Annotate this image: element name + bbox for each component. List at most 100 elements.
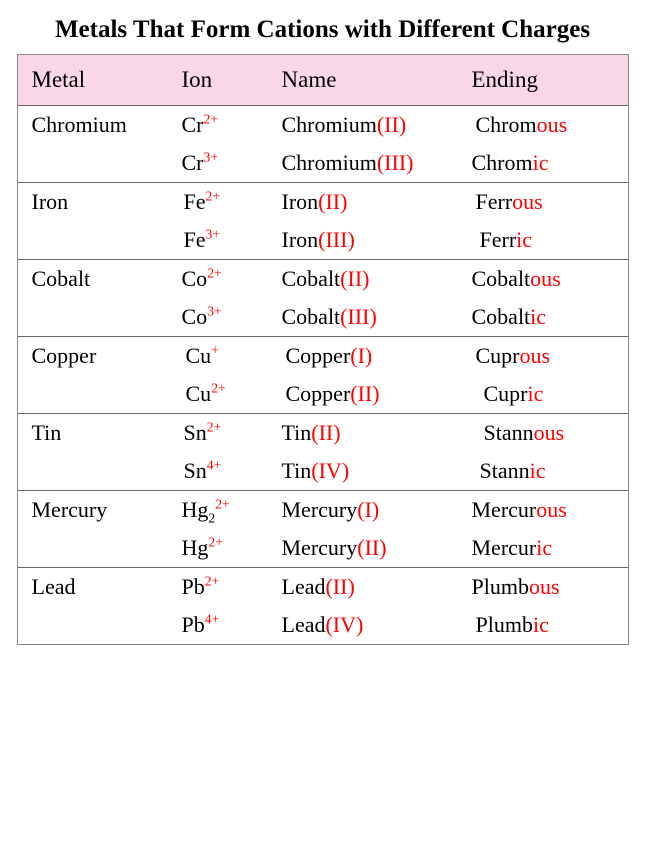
- cations-table: Metal Ion Name Ending ChromiumCr2+Chromi…: [17, 54, 629, 645]
- ending-base: Mercur: [472, 497, 537, 522]
- ion-symbol: Co: [182, 304, 208, 329]
- ending-suffix: ous: [536, 497, 567, 522]
- ion-charge: 2+: [207, 266, 222, 281]
- cell-ending: Mercurous: [472, 497, 622, 523]
- cell-metal: Chromium: [18, 112, 182, 138]
- cell-metal: [18, 535, 182, 561]
- cell-name: Copper(I): [282, 343, 472, 369]
- table-row: CobaltCo2+Cobalt(II)Cobaltous: [18, 259, 628, 298]
- ending-base: Cobalt: [472, 266, 531, 291]
- ion-symbol: Cu: [186, 381, 212, 406]
- cell-name: Chromium(II): [282, 112, 472, 138]
- cell-ion: Hg2+: [182, 535, 282, 561]
- ion-symbol: Fe: [184, 227, 206, 252]
- ending-base: Mercur: [472, 535, 537, 560]
- ion-charge: 2+: [206, 189, 221, 204]
- cell-metal: [18, 381, 182, 407]
- name-roman: (II): [350, 381, 379, 406]
- ending-base: Plumb: [472, 574, 529, 599]
- ending-suffix: ic: [536, 535, 552, 560]
- cell-ending: Ferric: [472, 227, 622, 253]
- ending-suffix: ous: [520, 343, 551, 368]
- ion-symbol: Hg: [182, 535, 209, 560]
- col-header-name: Name: [282, 67, 472, 93]
- cell-name: Mercury(I): [282, 497, 472, 523]
- cell-ion: Cu+: [182, 343, 282, 369]
- cell-metal: [18, 227, 182, 253]
- col-header-ion: Ion: [182, 67, 282, 93]
- table-row: CopperCu+Copper(I)Cuprous: [18, 336, 628, 375]
- name-roman: (II): [318, 189, 347, 214]
- name-base: Copper: [286, 343, 351, 368]
- ion-symbol: Pb: [182, 574, 205, 599]
- cell-metal: Iron: [18, 189, 182, 215]
- ending-base: Ferr: [480, 227, 517, 252]
- ion-charge: 2+: [211, 381, 226, 396]
- ion-symbol: Cu: [186, 343, 212, 368]
- name-roman: (II): [311, 420, 340, 445]
- ion-charge: 2+: [215, 497, 230, 512]
- cell-name: Tin(II): [282, 420, 472, 446]
- table-row: TinSn2+ Tin(II)Stannous: [18, 413, 628, 452]
- name-roman: (IV): [311, 458, 349, 483]
- cell-ion: Fe3+: [182, 227, 282, 253]
- name-base: Mercury: [282, 535, 358, 560]
- ion-charge: 2+: [207, 420, 222, 435]
- cell-ending: Chromous: [472, 112, 622, 138]
- table-row: Sn4+Tin(IV)Stannic: [18, 452, 628, 490]
- cell-ending: Mercuric: [472, 535, 622, 561]
- ion-subscript: 2: [208, 510, 215, 525]
- name-base: Lead: [282, 612, 326, 637]
- ion-charge: 2+: [205, 574, 220, 589]
- ending-base: Cupr: [476, 343, 520, 368]
- cell-name: Mercury(II): [282, 535, 472, 561]
- cell-ion: Co2+: [182, 266, 282, 292]
- cell-name: Iron(III): [282, 227, 472, 253]
- ion-charge: 2+: [208, 535, 223, 550]
- table-body: ChromiumCr2+Chromium(II)Chromous Cr 3+ Chro…: [18, 105, 628, 644]
- ion-symbol: Pb: [182, 612, 205, 637]
- table-row: Fe3+Iron(III)Ferric: [18, 221, 628, 259]
- cell-ending: Cupric: [472, 381, 622, 407]
- cell-name: Cobalt(III): [282, 304, 472, 330]
- name-base: Mercury: [282, 497, 358, 522]
- cell-metal: [18, 458, 182, 484]
- cell-ion: Sn4+: [182, 458, 282, 484]
- ending-suffix: ous: [537, 112, 568, 137]
- name-roman: (III): [377, 150, 414, 175]
- ending-suffix: ous: [530, 266, 561, 291]
- ending-suffix: ic: [530, 304, 546, 329]
- ending-base: Cobalt: [472, 304, 531, 329]
- cell-ending: Cobaltic: [472, 304, 622, 330]
- cell-metal: [18, 612, 182, 638]
- table-row: ChromiumCr2+Chromium(II)Chromous: [18, 105, 628, 144]
- cell-ending: Stannic: [472, 458, 622, 484]
- name-roman: (I): [350, 343, 372, 368]
- ending-base: Chrom: [472, 150, 533, 175]
- cell-ending: Stannous: [472, 420, 622, 446]
- cell-name: Cobalt(II): [282, 266, 472, 292]
- cell-ion: Hg22+: [182, 497, 282, 523]
- cell-ion: Pb4+: [182, 612, 282, 638]
- ion-symbol: Hg: [182, 497, 209, 522]
- cell-ion: Cu2+: [182, 381, 282, 407]
- cell-metal: Mercury: [18, 497, 182, 523]
- cell-name: Chromium(III): [282, 150, 472, 176]
- table-row: Cu2+Copper(II)Cupric: [18, 375, 628, 413]
- ion-charge: 3+: [206, 227, 221, 242]
- col-header-metal: Metal: [18, 67, 182, 93]
- cell-ion: Fe2+: [182, 189, 282, 215]
- cell-metal: Lead: [18, 574, 182, 600]
- cell-metal: Tin: [18, 420, 182, 446]
- table-row: MercuryHg22+Mercury(I)Mercurous: [18, 490, 628, 529]
- cell-metal: [18, 150, 182, 176]
- name-base: Iron: [282, 189, 319, 214]
- name-roman: (II): [325, 574, 354, 599]
- ion-symbol: Cr: [182, 150, 204, 175]
- ion-symbol: Sn: [184, 420, 207, 445]
- name-roman: (IV): [325, 612, 363, 637]
- cell-name: Iron(II): [282, 189, 472, 215]
- table-row: Hg2+Mercury(II)Mercuric: [18, 529, 628, 567]
- table-row: Cr3+Chromium(III)Chromic: [18, 144, 628, 182]
- ending-suffix: ic: [528, 381, 544, 406]
